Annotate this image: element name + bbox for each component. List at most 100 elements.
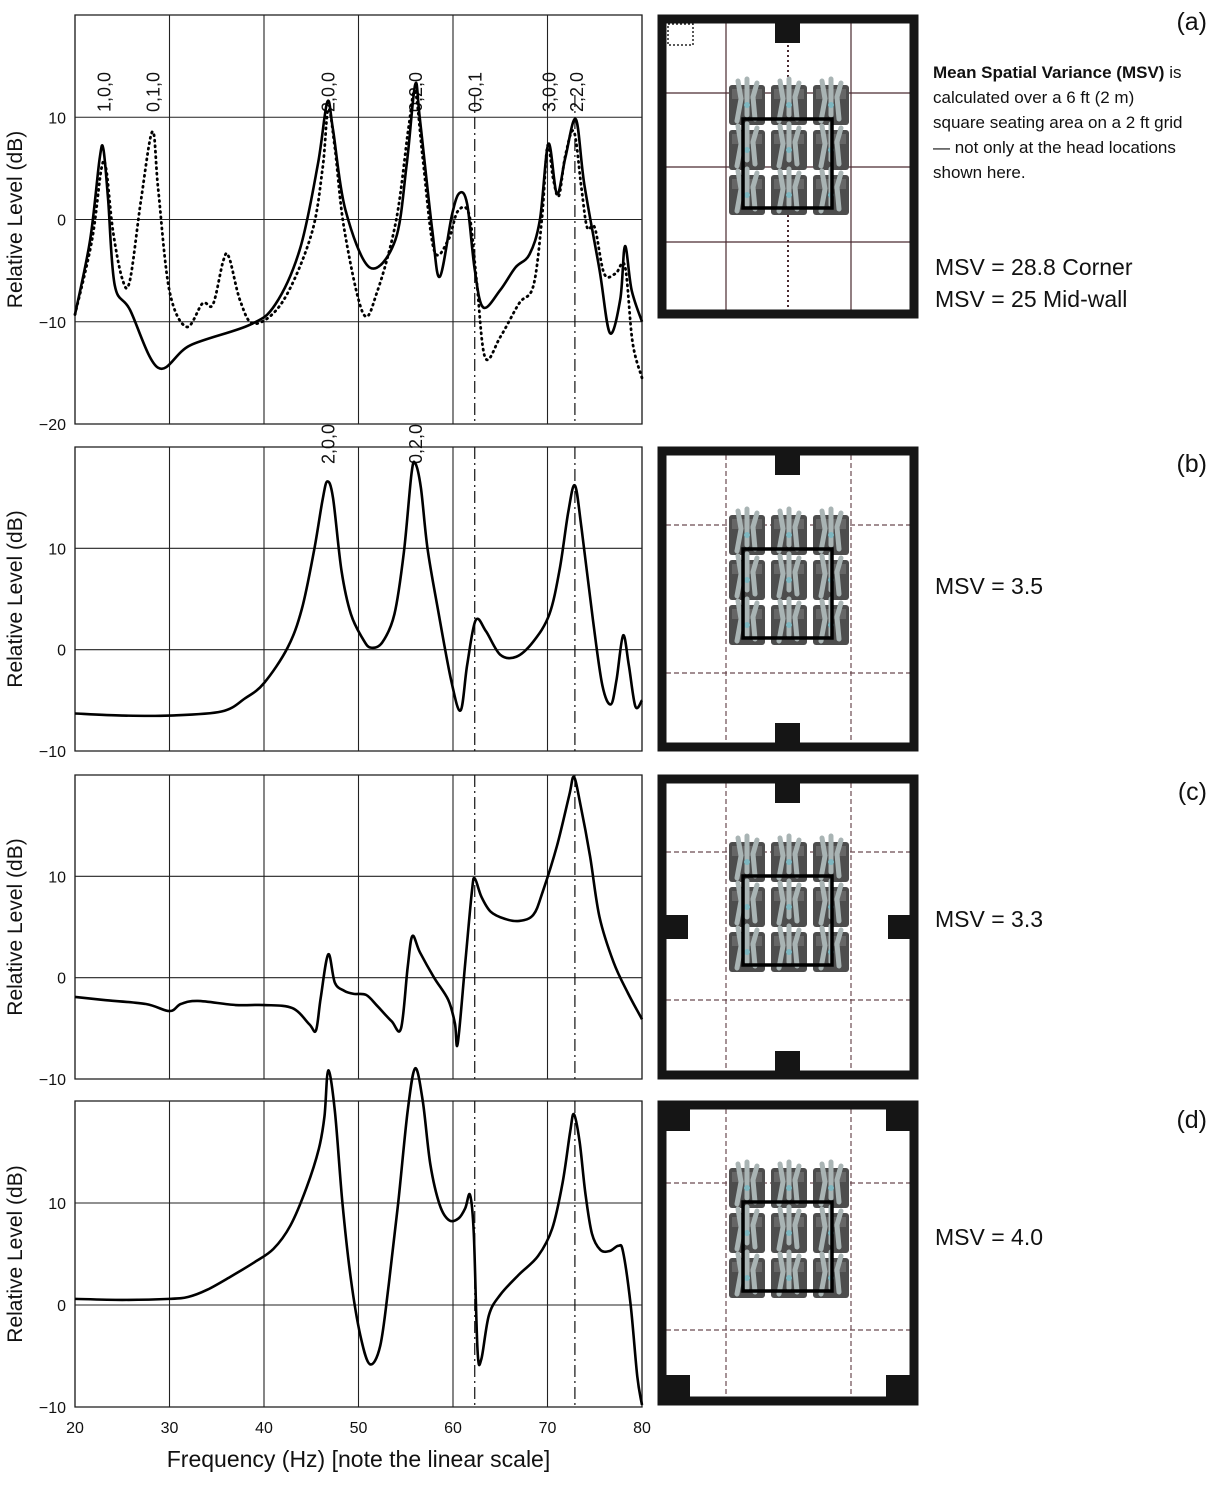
seat-person: [776, 166, 802, 214]
msv-value: MSV = 3.5: [935, 573, 1043, 599]
seat-head: [744, 192, 750, 198]
seat-head: [744, 904, 750, 910]
seat-person: [734, 596, 760, 644]
y-axis-label: Relative Level (dB): [4, 131, 27, 308]
seat-head: [744, 147, 750, 153]
seat-head: [744, 859, 750, 865]
seat-person: [734, 121, 760, 169]
y-tick-label: 10: [48, 869, 66, 886]
msv-note: Mean Spatial Variance (MSV) is calculate…: [933, 60, 1188, 185]
seat-head: [744, 949, 750, 955]
plot-frame: [74, 14, 643, 425]
note-bold: Mean Spatial Variance (MSV): [933, 63, 1165, 82]
msv-value: MSV = 28.8 Corner: [935, 254, 1133, 280]
subwoofer: [775, 775, 800, 803]
y-tick-label: 0: [57, 1298, 66, 1315]
seat-person: [818, 1159, 844, 1207]
panel-label: (d): [1176, 1106, 1207, 1134]
seat-head: [786, 532, 792, 538]
subwoofer: [775, 15, 800, 43]
seat-person: [734, 878, 760, 926]
y-tick-label: 10: [48, 1196, 66, 1213]
seat-person: [776, 551, 802, 599]
seat-person: [818, 506, 844, 554]
seat-head: [744, 1185, 750, 1191]
series-line: [73, 81, 644, 371]
msv-value: MSV = 4.0: [935, 1224, 1043, 1250]
y-tick-label: 10: [48, 541, 66, 558]
seat-person: [734, 76, 760, 124]
seat-head: [786, 147, 792, 153]
seat-person: [734, 1204, 760, 1252]
seat-head: [828, 102, 834, 108]
x-tick-label: 40: [255, 1420, 273, 1437]
panel-label: (b): [1176, 450, 1207, 478]
plot-frame: [74, 1100, 643, 1408]
seat-head: [828, 859, 834, 865]
seating-area: [741, 1200, 834, 1293]
seat-person: [776, 121, 802, 169]
mode-label: 0,2,0: [406, 424, 426, 464]
seat-person: [734, 506, 760, 554]
subwoofer: [775, 1051, 800, 1079]
plot-frame: [74, 774, 643, 1080]
room-wall: [657, 1100, 919, 1406]
subwoofer: [658, 1375, 690, 1405]
seat-person: [776, 1159, 802, 1207]
seat-head: [786, 1185, 792, 1191]
seat-person: [776, 1249, 802, 1297]
seat-head: [786, 1230, 792, 1236]
mode-label: 0,1,0: [143, 72, 163, 112]
subwoofer: [775, 723, 800, 751]
seat-head: [786, 102, 792, 108]
seat-head: [744, 622, 750, 628]
x-tick-label: 70: [539, 1420, 557, 1437]
seat-person: [776, 923, 802, 971]
seat-head: [744, 1230, 750, 1236]
mode-label: 2,0,0: [318, 72, 338, 112]
y-tick-label: −10: [39, 315, 66, 332]
seat-person: [734, 1159, 760, 1207]
subwoofer: [775, 447, 800, 475]
seating-area: [741, 547, 834, 640]
msv-value: MSV = 25 Mid-wall: [935, 286, 1127, 312]
x-tick-label: 60: [444, 1420, 462, 1437]
seat-person: [734, 833, 760, 881]
seat-head: [786, 1275, 792, 1281]
y-tick-label: −10: [39, 744, 66, 761]
panel-label: (c): [1178, 778, 1207, 806]
y-tick-label: 10: [48, 110, 66, 127]
y-axis-label: Relative Level (dB): [4, 1165, 27, 1342]
y-axis-label: Relative Level (dB): [4, 838, 27, 1015]
mode-label: 2,2,0: [567, 72, 587, 112]
seat-head: [786, 949, 792, 955]
y-tick-label: 0: [57, 971, 66, 988]
seat-person: [734, 166, 760, 214]
seat-head: [744, 102, 750, 108]
mode-label: 1,0,0: [94, 72, 114, 112]
y-tick-label: −10: [39, 1072, 66, 1089]
seat-person: [776, 76, 802, 124]
series-line: [73, 89, 644, 380]
y-axis-label: Relative Level (dB): [4, 510, 27, 687]
seat-head: [744, 1275, 750, 1281]
x-tick-label: 30: [161, 1420, 179, 1437]
panel-label: (a): [1176, 8, 1207, 36]
note-text: is calculated over a 6 ft (2 m) square s…: [933, 63, 1183, 182]
seat-head: [786, 622, 792, 628]
subwoofer: [658, 915, 688, 939]
seat-head: [744, 577, 750, 583]
y-tick-label: 0: [57, 213, 66, 230]
subwoofer: [886, 1375, 918, 1405]
mode-label: 2,0,0: [318, 424, 338, 464]
x-axis-label: Frequency (Hz) [note the linear scale]: [167, 1446, 551, 1472]
subwoofer: [886, 1101, 918, 1131]
y-tick-label: −20: [39, 417, 66, 434]
seat-head: [786, 904, 792, 910]
plot-frame: [74, 446, 643, 752]
mode-label: 0,0,1: [466, 72, 486, 112]
seat-person: [734, 1249, 760, 1297]
series-line: [74, 460, 644, 718]
